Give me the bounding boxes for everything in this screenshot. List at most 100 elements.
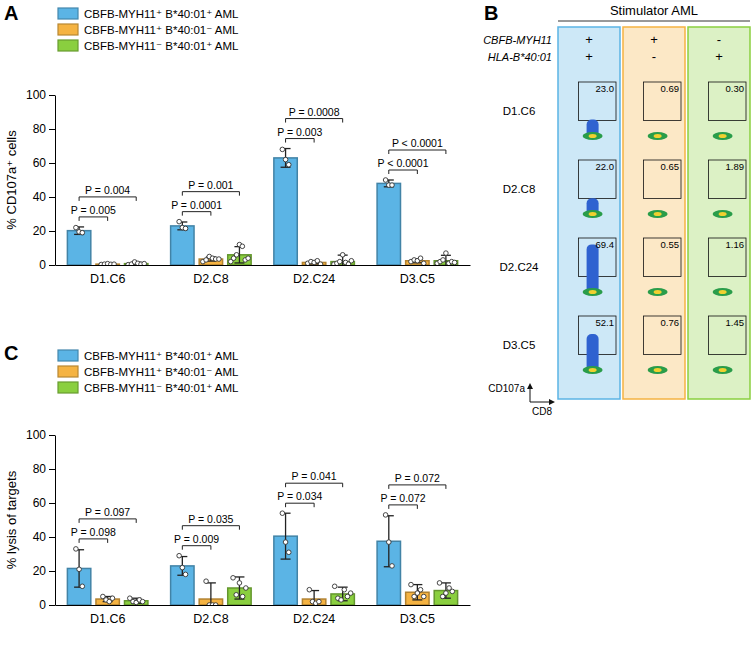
error-bar xyxy=(234,577,244,599)
p-value: P = 0.001 xyxy=(188,179,233,191)
density-core xyxy=(589,290,597,294)
y-tick-mark xyxy=(49,435,55,436)
plot-area xyxy=(67,511,457,605)
gate-percentage: 0.55 xyxy=(661,239,680,250)
y-tick-label: 80 xyxy=(33,122,47,136)
gate-percentage: 1.45 xyxy=(726,317,745,328)
data-point xyxy=(74,225,79,230)
p-value: P = 0.072 xyxy=(395,472,440,484)
flow-plot: 1.45 xyxy=(709,316,746,374)
bar xyxy=(377,183,400,265)
y-tick: 0 xyxy=(39,258,55,272)
data-point xyxy=(244,586,249,591)
data-point xyxy=(204,579,209,584)
data-point xyxy=(183,572,188,577)
y-axis-title: % lysis of targets xyxy=(4,470,19,569)
gate xyxy=(644,82,681,120)
data-point xyxy=(421,261,426,265)
gate xyxy=(709,160,746,198)
x-tick: D2.C8 xyxy=(193,605,228,626)
density-population xyxy=(587,244,599,294)
legend-swatch xyxy=(58,366,78,377)
y-tick: 0 xyxy=(39,598,55,612)
bar xyxy=(171,226,194,265)
data-point xyxy=(418,587,423,592)
data-point xyxy=(80,230,85,235)
y-tick-mark xyxy=(49,469,55,470)
legend-label: CBFB-MYH11⁺ B*40:01⁻ AML xyxy=(84,366,239,378)
y-tick-mark xyxy=(49,231,55,232)
data-point xyxy=(444,251,449,256)
column-sign: - xyxy=(652,49,656,64)
density-core xyxy=(719,290,727,294)
error-bar xyxy=(441,583,451,598)
x-tick: D3.C5 xyxy=(400,265,435,286)
row-category: D1.C6 xyxy=(503,105,536,117)
data-point xyxy=(349,258,354,263)
flow-panel: BStimulator AMLCBFB-MYH11++-HLA-B*40:01+… xyxy=(483,2,750,417)
legend-label: CBFB-MYH11⁺ B*40:01⁻ AML xyxy=(84,24,239,36)
flow-plot: 22.0 xyxy=(579,160,616,218)
data-point xyxy=(283,157,288,162)
significance-bracket xyxy=(286,483,343,487)
data-point xyxy=(286,162,291,167)
significance-bracket xyxy=(182,546,211,550)
row-category: D2.C24 xyxy=(500,261,540,273)
y-axis: 020406080100 xyxy=(26,428,56,612)
bar-panel: ACBFB-MYH11⁺ B*40:01⁺ AMLCBFB-MYH11⁺ B*4… xyxy=(4,2,471,286)
p-value: P = 0.003 xyxy=(277,126,322,138)
data-point xyxy=(240,244,245,249)
legend-label: CBFB-MYH11⁻ B*40:01⁺ AML xyxy=(84,40,239,52)
panel-letter: C xyxy=(4,342,18,364)
data-point xyxy=(339,598,344,603)
gate-percentage: 0.69 xyxy=(661,83,680,94)
gate-percentage: 0.65 xyxy=(661,161,680,172)
column-background xyxy=(558,27,620,399)
density-core xyxy=(719,134,727,138)
row-category: D3.C5 xyxy=(503,339,536,351)
legend-swatch xyxy=(58,40,78,51)
y-tick-label: 60 xyxy=(33,496,47,510)
column-background xyxy=(623,27,685,399)
data-point xyxy=(231,576,236,581)
p-value: P = 0.097 xyxy=(85,506,130,518)
data-point xyxy=(213,603,218,605)
y-tick-mark xyxy=(49,129,55,130)
series xyxy=(124,242,457,265)
error-line xyxy=(210,583,211,605)
flow-plot: 0.69 xyxy=(644,82,681,140)
x-tick: D2.C8 xyxy=(193,265,228,286)
gate xyxy=(579,160,616,198)
gate-percentage: 0.30 xyxy=(726,83,745,94)
p-value: P = 0.034 xyxy=(277,490,322,502)
y-tick-label: 20 xyxy=(33,224,47,238)
data-point xyxy=(140,599,145,604)
data-point xyxy=(332,584,337,589)
data-point xyxy=(177,219,182,224)
bar xyxy=(302,599,325,605)
data-point xyxy=(340,253,345,258)
significance-bracket xyxy=(389,150,446,154)
data-point xyxy=(237,581,242,586)
gate-percentage: 0.76 xyxy=(661,317,680,328)
data-point xyxy=(437,581,442,586)
density-core xyxy=(719,212,727,216)
legend-label: CBFB-MYH11⁻ B*40:01⁺ AML xyxy=(84,382,239,394)
data-point xyxy=(390,564,395,569)
y-tick: 100 xyxy=(26,88,55,102)
data-point xyxy=(450,589,455,594)
y-tick: 60 xyxy=(33,496,55,510)
gate-percentage: 22.0 xyxy=(596,161,615,172)
x-axis: D1.C6D2.C8D2.C24D3.C5 xyxy=(56,605,471,626)
x-axis-line xyxy=(56,605,471,606)
annotations: P = 0.098P = 0.097P = 0.009P = 0.035P = … xyxy=(71,470,446,550)
data-point xyxy=(348,591,353,596)
gate xyxy=(579,82,616,120)
significance-bracket xyxy=(79,519,136,523)
axis-key: CD107aCD8 xyxy=(488,383,555,417)
y-tick-label: 0 xyxy=(39,598,46,612)
y-tick-mark xyxy=(49,503,55,504)
data-point xyxy=(342,587,347,592)
column-background xyxy=(688,27,750,399)
y-tick-mark xyxy=(49,197,55,198)
